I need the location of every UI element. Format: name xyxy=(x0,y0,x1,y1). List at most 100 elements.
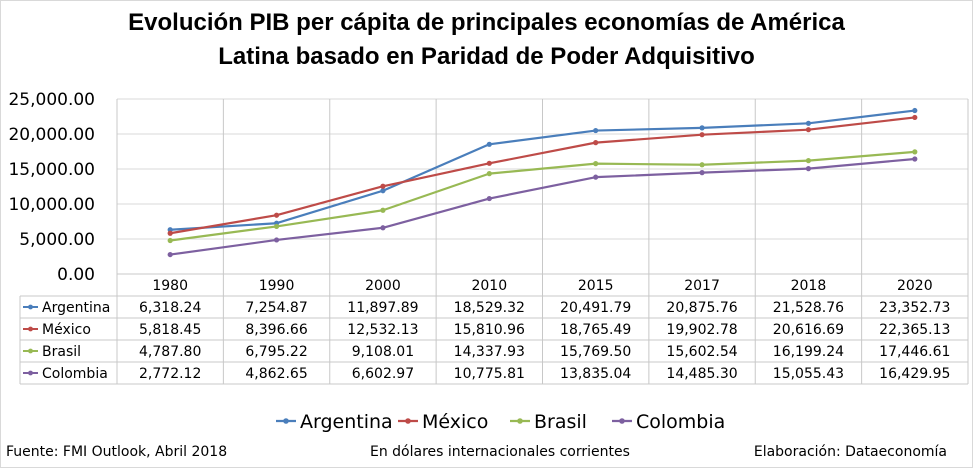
data-point xyxy=(273,237,280,243)
data-point xyxy=(699,170,705,176)
table-series-name: Colombia xyxy=(42,366,108,382)
data-point xyxy=(486,195,492,202)
chart-title-line-2: Latina basado en Paridad de Poder Adquis… xyxy=(218,43,755,70)
data-label: 12,532.13 xyxy=(347,322,418,338)
data-point xyxy=(380,225,386,231)
data-label: 19,902.78 xyxy=(666,322,737,338)
source-note: Fuente: FMI Outlook, Abril 2018 xyxy=(6,444,228,460)
legend-key-marker xyxy=(405,418,411,424)
data-label: 8,396.66 xyxy=(245,322,307,338)
chart-title-line-1: Evolución PIB per cápita de principales … xyxy=(128,9,845,36)
legend-key-marker xyxy=(283,418,289,424)
x-category-label: 2000 xyxy=(365,278,401,294)
data-point xyxy=(912,156,918,162)
legend-label: Colombia xyxy=(636,411,725,433)
data-label: 4,787.80 xyxy=(139,344,201,360)
data-label: 5,818.45 xyxy=(139,322,201,338)
series-line-colombia xyxy=(170,157,915,256)
data-point xyxy=(380,207,386,213)
table-series-name: Argentina xyxy=(42,300,110,316)
data-point xyxy=(699,162,705,168)
data-point xyxy=(167,237,173,244)
data-point xyxy=(912,149,918,155)
data-label: 9,108.01 xyxy=(352,344,414,360)
data-label: 13,835.04 xyxy=(560,366,631,382)
data-label: 17,446.61 xyxy=(879,344,950,360)
data-point xyxy=(167,251,173,258)
data-label: 6,602.97 xyxy=(352,366,414,382)
legend-label: Argentina xyxy=(300,411,393,433)
data-point xyxy=(805,127,812,133)
y-tick-label: 15,000.00 xyxy=(8,160,95,180)
y-tick-label: 5,000.00 xyxy=(19,230,95,250)
y-tick-label: 25,000.00 xyxy=(8,90,95,110)
x-category-label: 2017 xyxy=(684,278,720,294)
table-series-name: Brasil xyxy=(42,344,81,360)
data-label: 18,765.49 xyxy=(560,322,631,338)
series-line-argentina xyxy=(170,109,915,231)
data-label: 10,775.81 xyxy=(454,366,525,382)
data-label: 15,602.54 xyxy=(666,344,737,360)
data-point xyxy=(805,158,812,164)
table-legend-key-marker xyxy=(28,304,33,310)
data-point xyxy=(273,212,280,218)
data-label: 15,810.96 xyxy=(454,322,525,338)
data-point xyxy=(593,161,599,167)
data-point xyxy=(380,183,386,189)
data-label: 11,897.89 xyxy=(347,300,418,316)
table-legend-key-marker xyxy=(28,348,33,354)
data-label: 6,795.22 xyxy=(245,344,307,360)
data-label: 2,772.12 xyxy=(139,366,201,382)
legend-label: Brasil xyxy=(534,411,587,433)
legend-key-marker xyxy=(517,418,523,424)
data-point xyxy=(593,140,599,146)
table-legend-key-marker xyxy=(28,326,33,332)
legend-key-marker xyxy=(619,418,625,424)
data-point xyxy=(273,223,280,230)
data-label: 23,352.73 xyxy=(879,300,950,316)
data-label: 20,875.76 xyxy=(666,300,737,316)
data-label: 14,485.30 xyxy=(666,366,737,382)
x-category-label: 2018 xyxy=(791,278,827,294)
x-category-label: 2020 xyxy=(897,278,933,294)
x-category-label: 1980 xyxy=(152,278,188,294)
chart-title: Evolución PIB per cápita de principales … xyxy=(0,6,973,74)
data-label: 7,254.87 xyxy=(245,300,307,316)
y-tick-label: 20,000.00 xyxy=(8,125,95,145)
x-category-label: 1990 xyxy=(259,278,295,294)
data-label: 16,429.95 xyxy=(879,366,950,382)
series-line-brasil xyxy=(170,150,915,242)
data-label: 4,862.65 xyxy=(245,366,307,382)
data-label: 20,491.79 xyxy=(560,300,631,316)
x-category-label: 2015 xyxy=(578,278,614,294)
data-point xyxy=(486,171,492,177)
data-point xyxy=(912,107,918,114)
data-label: 16,199.24 xyxy=(773,344,844,360)
table-series-name: México xyxy=(42,322,91,338)
data-point xyxy=(805,120,812,126)
data-point xyxy=(486,160,492,166)
units-note: En dólares internacionales corrientes xyxy=(370,444,630,460)
data-point xyxy=(593,174,599,180)
legend-label: México xyxy=(422,411,488,433)
x-category-label: 2010 xyxy=(471,278,507,294)
data-point xyxy=(805,166,812,172)
data-label: 15,055.43 xyxy=(773,366,844,382)
data-label: 15,769.50 xyxy=(560,344,631,360)
y-tick-label: 0.00 xyxy=(57,265,95,285)
data-label: 6,318.24 xyxy=(139,300,201,316)
data-label: 20,616.69 xyxy=(773,322,844,338)
data-point xyxy=(380,188,386,194)
data-label: 22,365.13 xyxy=(879,322,950,338)
data-point xyxy=(699,132,705,138)
data-label: 18,529.32 xyxy=(454,300,525,316)
data-point xyxy=(486,141,492,147)
data-point xyxy=(912,114,918,121)
series-line-méxico xyxy=(170,116,915,235)
y-tick-label: 10,000.00 xyxy=(8,195,95,215)
data-label: 14,337.93 xyxy=(454,344,525,360)
credit-note: Elaboración: Dataeconomía xyxy=(753,444,947,460)
table-legend-key-marker xyxy=(28,370,33,376)
data-point xyxy=(167,230,173,236)
